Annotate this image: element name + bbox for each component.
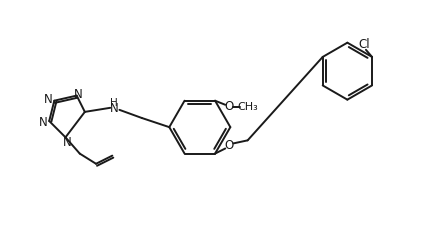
Text: CH₃: CH₃	[237, 102, 258, 112]
Text: N: N	[44, 93, 53, 106]
Text: N: N	[63, 136, 72, 149]
Text: O: O	[225, 100, 234, 113]
Text: O: O	[225, 139, 234, 152]
Text: H: H	[110, 98, 118, 108]
Text: N: N	[75, 88, 83, 101]
Text: N: N	[39, 116, 48, 129]
Text: Cl: Cl	[358, 38, 370, 51]
Text: N: N	[110, 102, 119, 115]
